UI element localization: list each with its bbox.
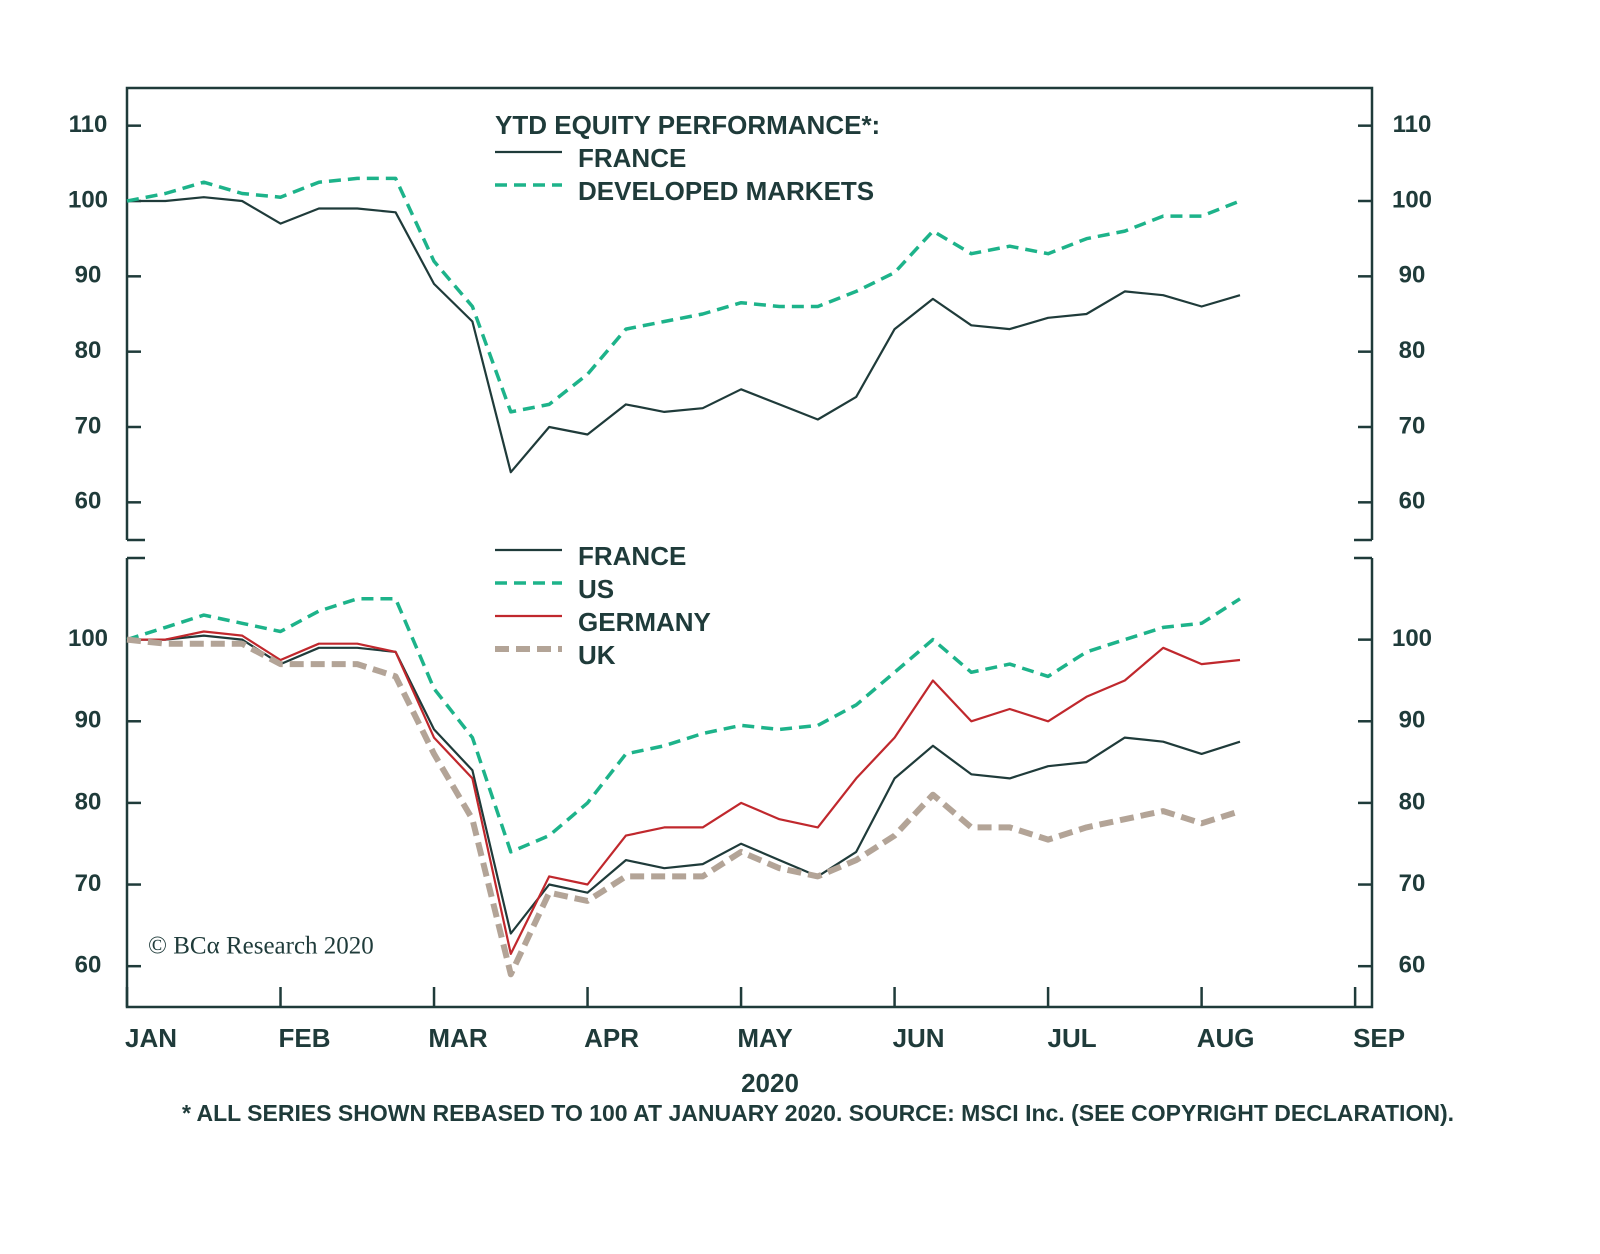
axis-frame [125, 86, 1374, 542]
x-tick-label: SEP [1353, 1023, 1405, 1053]
x-tick-label: JUL [1048, 1023, 1097, 1053]
y-tick-label-right: 80 [1399, 337, 1426, 364]
x-tick-label: FEB [279, 1023, 331, 1053]
y-tick-label: 90 [75, 262, 102, 289]
y-tick-label-right: 60 [1399, 952, 1426, 979]
legend-label: FRANCE [578, 541, 686, 571]
x-tick-label: MAY [737, 1023, 792, 1053]
series-line [127, 196, 1241, 474]
legend-label: US [578, 574, 614, 604]
legend-label: FRANCE [578, 143, 686, 173]
series-line [126, 597, 1241, 854]
x-tick-label: JAN [125, 1023, 177, 1053]
legend-label: GERMANY [578, 607, 711, 637]
y-tick-label-right: 60 [1399, 488, 1426, 515]
y-tick-label: 110 [69, 111, 108, 138]
series-line [126, 176, 1241, 414]
x-tick-label: AUG [1197, 1023, 1255, 1053]
y-tick-label-right: 100 [1392, 625, 1432, 652]
y-tick-label: 60 [75, 952, 102, 979]
series-line [127, 634, 1241, 935]
y-tick-label: 100 [68, 186, 108, 213]
y-tick-label-right: 70 [1399, 870, 1426, 897]
y-tick-label: 60 [75, 488, 102, 515]
series-line [127, 630, 1241, 955]
y-tick-label: 70 [75, 870, 102, 897]
copyright: © BCα Research 2020 [148, 933, 374, 960]
y-tick-label-right: 80 [1399, 788, 1426, 815]
y-tick-label-right: 90 [1399, 707, 1426, 734]
legend-label: UK [578, 640, 616, 670]
axis-frame [125, 556, 1374, 1009]
y-tick-label: 100 [68, 625, 108, 652]
y-tick-label: 80 [75, 788, 102, 815]
x-tick-label: MAR [428, 1023, 487, 1053]
footnote: * ALL SERIES SHOWN REBASED TO 100 AT JAN… [182, 1100, 1454, 1126]
y-tick-label-right: 70 [1399, 412, 1426, 439]
x-tick-label: JUN [893, 1023, 945, 1053]
y-tick-label: 80 [75, 337, 102, 364]
chart-title: YTD EQUITY PERFORMANCE*: [495, 110, 880, 140]
y-tick-label: 90 [75, 707, 102, 734]
series-line [126, 636, 1241, 978]
y-tick-label-right: 90 [1399, 262, 1426, 289]
legend-label: DEVELOPED MARKETS [578, 176, 874, 206]
y-tick-label: 70 [75, 412, 102, 439]
y-tick-label-right: 110 [1393, 111, 1432, 138]
x-axis-label: 2020 [741, 1068, 799, 1098]
y-tick-label-right: 100 [1392, 186, 1432, 213]
x-tick-label: APR [584, 1023, 639, 1053]
